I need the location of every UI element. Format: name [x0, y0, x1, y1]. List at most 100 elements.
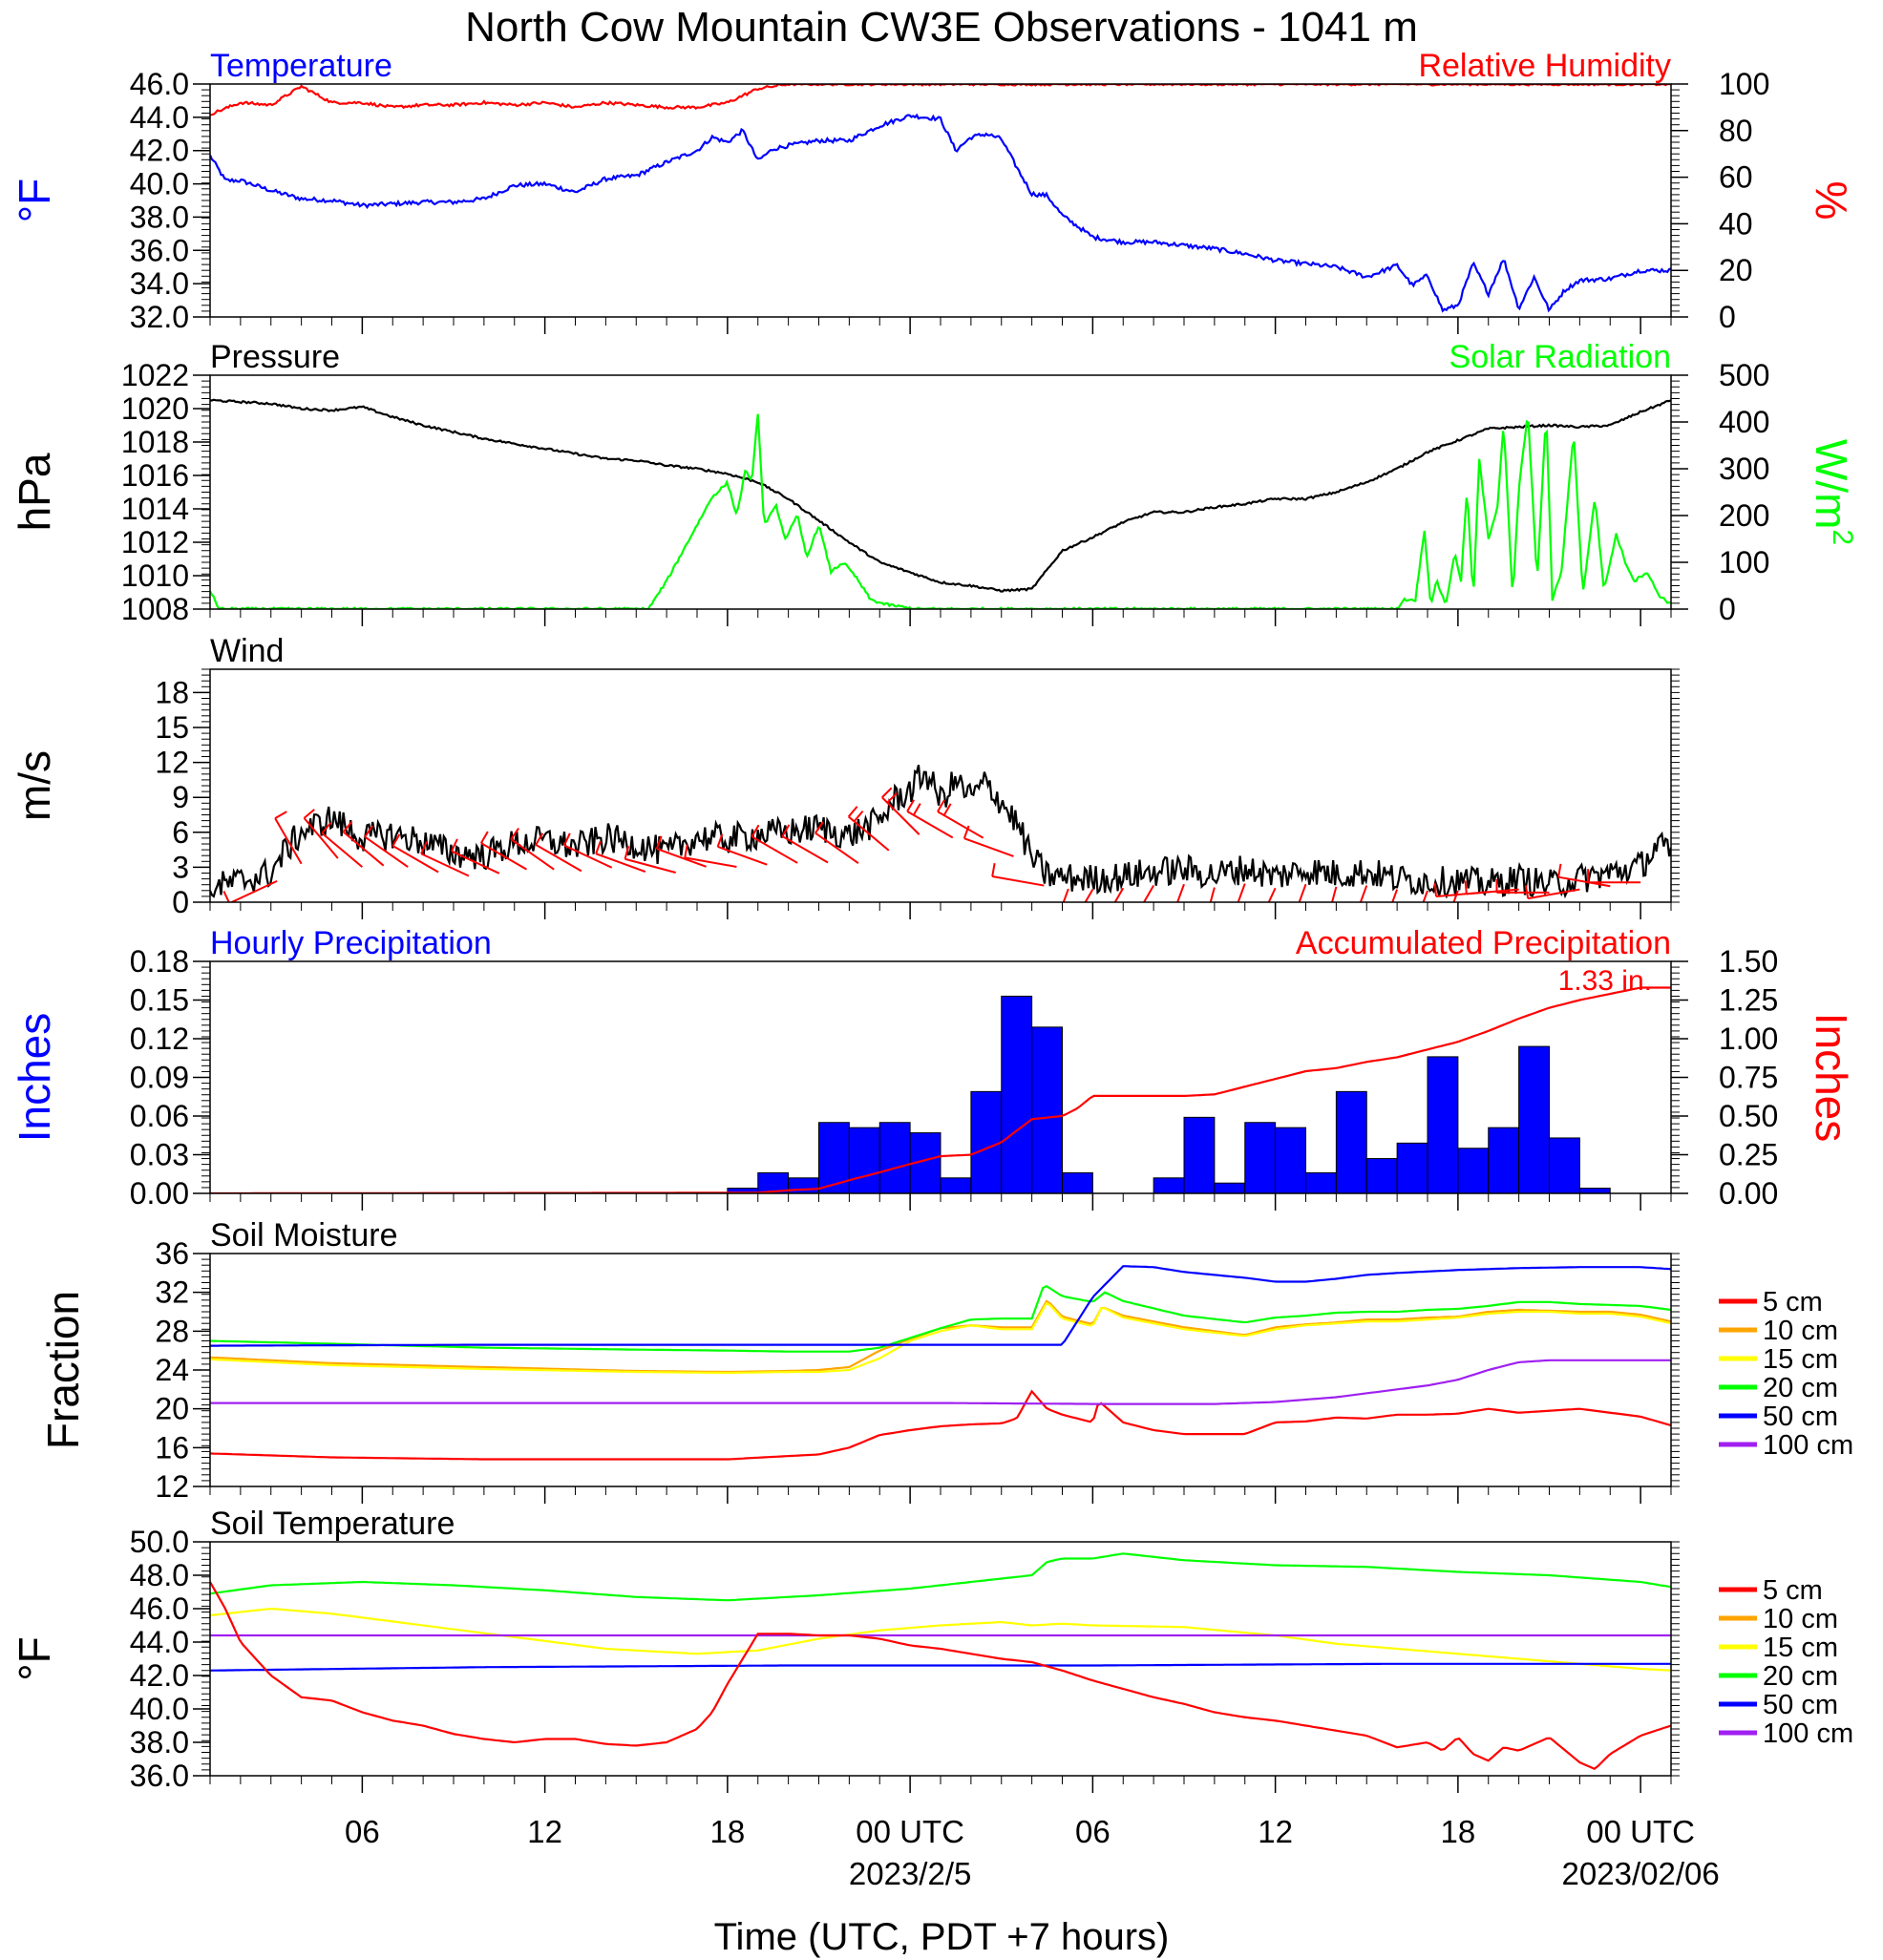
left-tick-label: 0.15	[130, 983, 189, 1018]
panel-frame	[209, 1541, 1672, 1777]
precip-bar	[1062, 1171, 1093, 1193]
left-axis-label: °F	[10, 179, 59, 223]
wind-barb	[992, 875, 1045, 887]
wind-barb-flag	[815, 821, 824, 834]
left-axis-label: Inches	[10, 1013, 59, 1143]
left-tick-label: 15	[155, 710, 189, 745]
left-tick-label: 34.0	[130, 266, 189, 301]
wind-barb-flag	[420, 841, 428, 854]
wind-barb-flag	[451, 838, 458, 852]
wind-barb	[595, 853, 646, 874]
left-tick-label: 38.0	[130, 200, 189, 234]
panel-frame	[209, 1253, 1672, 1487]
wind-barb	[274, 817, 303, 865]
wind-barb	[420, 853, 470, 877]
precip-bar	[1001, 995, 1033, 1193]
data-layer	[210, 986, 1671, 1193]
precip-bar	[848, 1127, 880, 1193]
legend-label: 10 cm	[1763, 1316, 1838, 1346]
left-tick-label: 3	[172, 850, 189, 884]
x-axis-label: Time (UTC, PDT +7 hours)	[714, 1916, 1170, 1958]
wind-barb	[1452, 890, 1459, 902]
right-tick-label: 100	[1719, 545, 1769, 580]
wind-barb	[1062, 888, 1069, 902]
right-axis-label: %	[1807, 181, 1856, 221]
left-tick-label: 32.0	[130, 300, 189, 334]
right-tick-label: 0.75	[1719, 1061, 1778, 1095]
panel-temperature: 32.034.036.038.040.042.044.046.0 0 20 40 60 8…	[10, 48, 1856, 334]
wind-barb-flag	[991, 863, 996, 877]
left-tick-label: 42.0	[130, 134, 189, 168]
legend-label: 100 cm	[1763, 1718, 1853, 1749]
right-tick-label: 400	[1719, 405, 1769, 439]
left-tick-label: 9	[172, 780, 189, 814]
panel-left-title: Wind	[210, 633, 284, 669]
legend-label: 100 cm	[1763, 1430, 1853, 1461]
right-tick-label: 500	[1719, 358, 1769, 392]
left-tick-label: 0.12	[130, 1022, 189, 1056]
wind-barb	[781, 835, 829, 864]
legend-label: 15 cm	[1763, 1633, 1838, 1663]
wind-barb-flag	[535, 832, 544, 846]
left-tick-label: 40.0	[130, 1692, 189, 1726]
right-tick-label: 0.50	[1719, 1099, 1778, 1133]
legend-label: 15 cm	[1763, 1344, 1838, 1375]
wind-barb-flag	[1524, 885, 1530, 899]
left-tick-label: 1016	[121, 458, 189, 493]
wind-barb	[685, 856, 737, 868]
left-tick-label: 48.0	[130, 1558, 189, 1592]
wind-barb	[303, 817, 339, 859]
precip-bar	[1518, 1045, 1550, 1193]
wind-barb	[1528, 888, 1580, 900]
right-tick-label: 1.50	[1719, 944, 1778, 979]
precip-bar	[1365, 1158, 1398, 1193]
wind-barb-flag	[886, 792, 898, 804]
wind-barb	[342, 831, 385, 867]
left-tick-label: 28	[155, 1314, 189, 1348]
series-line-20cm	[210, 1552, 1671, 1602]
precip-bar	[1153, 1177, 1185, 1193]
panel-right-title: Relative Humidity	[1418, 48, 1671, 84]
right-axis-label-text: %	[1807, 181, 1856, 221]
precip-bar	[1488, 1127, 1520, 1193]
precip-bar	[970, 1090, 1003, 1193]
wind-barb	[1209, 887, 1216, 902]
panel-left-title: Soil Moisture	[210, 1217, 398, 1254]
wind-barb-flag	[562, 832, 571, 846]
wind-barb	[1267, 887, 1277, 902]
wind-barb-flag	[716, 833, 724, 848]
left-tick-label: 20	[155, 1392, 189, 1426]
wind-barb	[1391, 889, 1399, 902]
series-line-15cm	[210, 1301, 1671, 1375]
wind-barb-flag	[1433, 883, 1437, 897]
left-tick-label: 1020	[121, 391, 189, 426]
right-tick-label: 40	[1719, 206, 1753, 241]
wind-barb	[1142, 885, 1154, 902]
wind-barb-flag	[684, 844, 688, 858]
left-tick-label: 12	[155, 746, 189, 780]
precip-bar	[1244, 1122, 1277, 1193]
left-tick-label: 36	[155, 1236, 189, 1271]
left-tick-label: 0.09	[130, 1061, 189, 1095]
data-layer	[210, 764, 1671, 902]
x-tick-label: 00 UTC	[1586, 1814, 1695, 1849]
wind-barb	[937, 811, 984, 839]
wind-barb	[1331, 886, 1338, 902]
wind-barb-flag	[963, 825, 970, 839]
wind-barb	[1359, 885, 1368, 902]
series-line-15cm	[210, 1607, 1671, 1672]
left-tick-label: 0.00	[130, 1176, 189, 1211]
left-tick-label: 36.0	[130, 1759, 189, 1793]
left-tick-label: 32	[155, 1275, 189, 1310]
right-tick-label: 200	[1719, 498, 1769, 533]
right-tick-label: 100	[1719, 67, 1769, 101]
panel-soil-temperature: 36.038.040.042.044.046.048.050.0 Soil Tem…	[10, 1506, 1853, 1793]
x-tick-label: 18	[710, 1814, 746, 1849]
wind-barb	[451, 850, 500, 875]
wind-barb-flag	[1464, 880, 1468, 895]
precip-bar	[1396, 1142, 1428, 1193]
left-tick-label: 44.0	[130, 100, 189, 135]
wind-barb	[881, 796, 920, 835]
wind-barb-flag	[391, 833, 401, 847]
